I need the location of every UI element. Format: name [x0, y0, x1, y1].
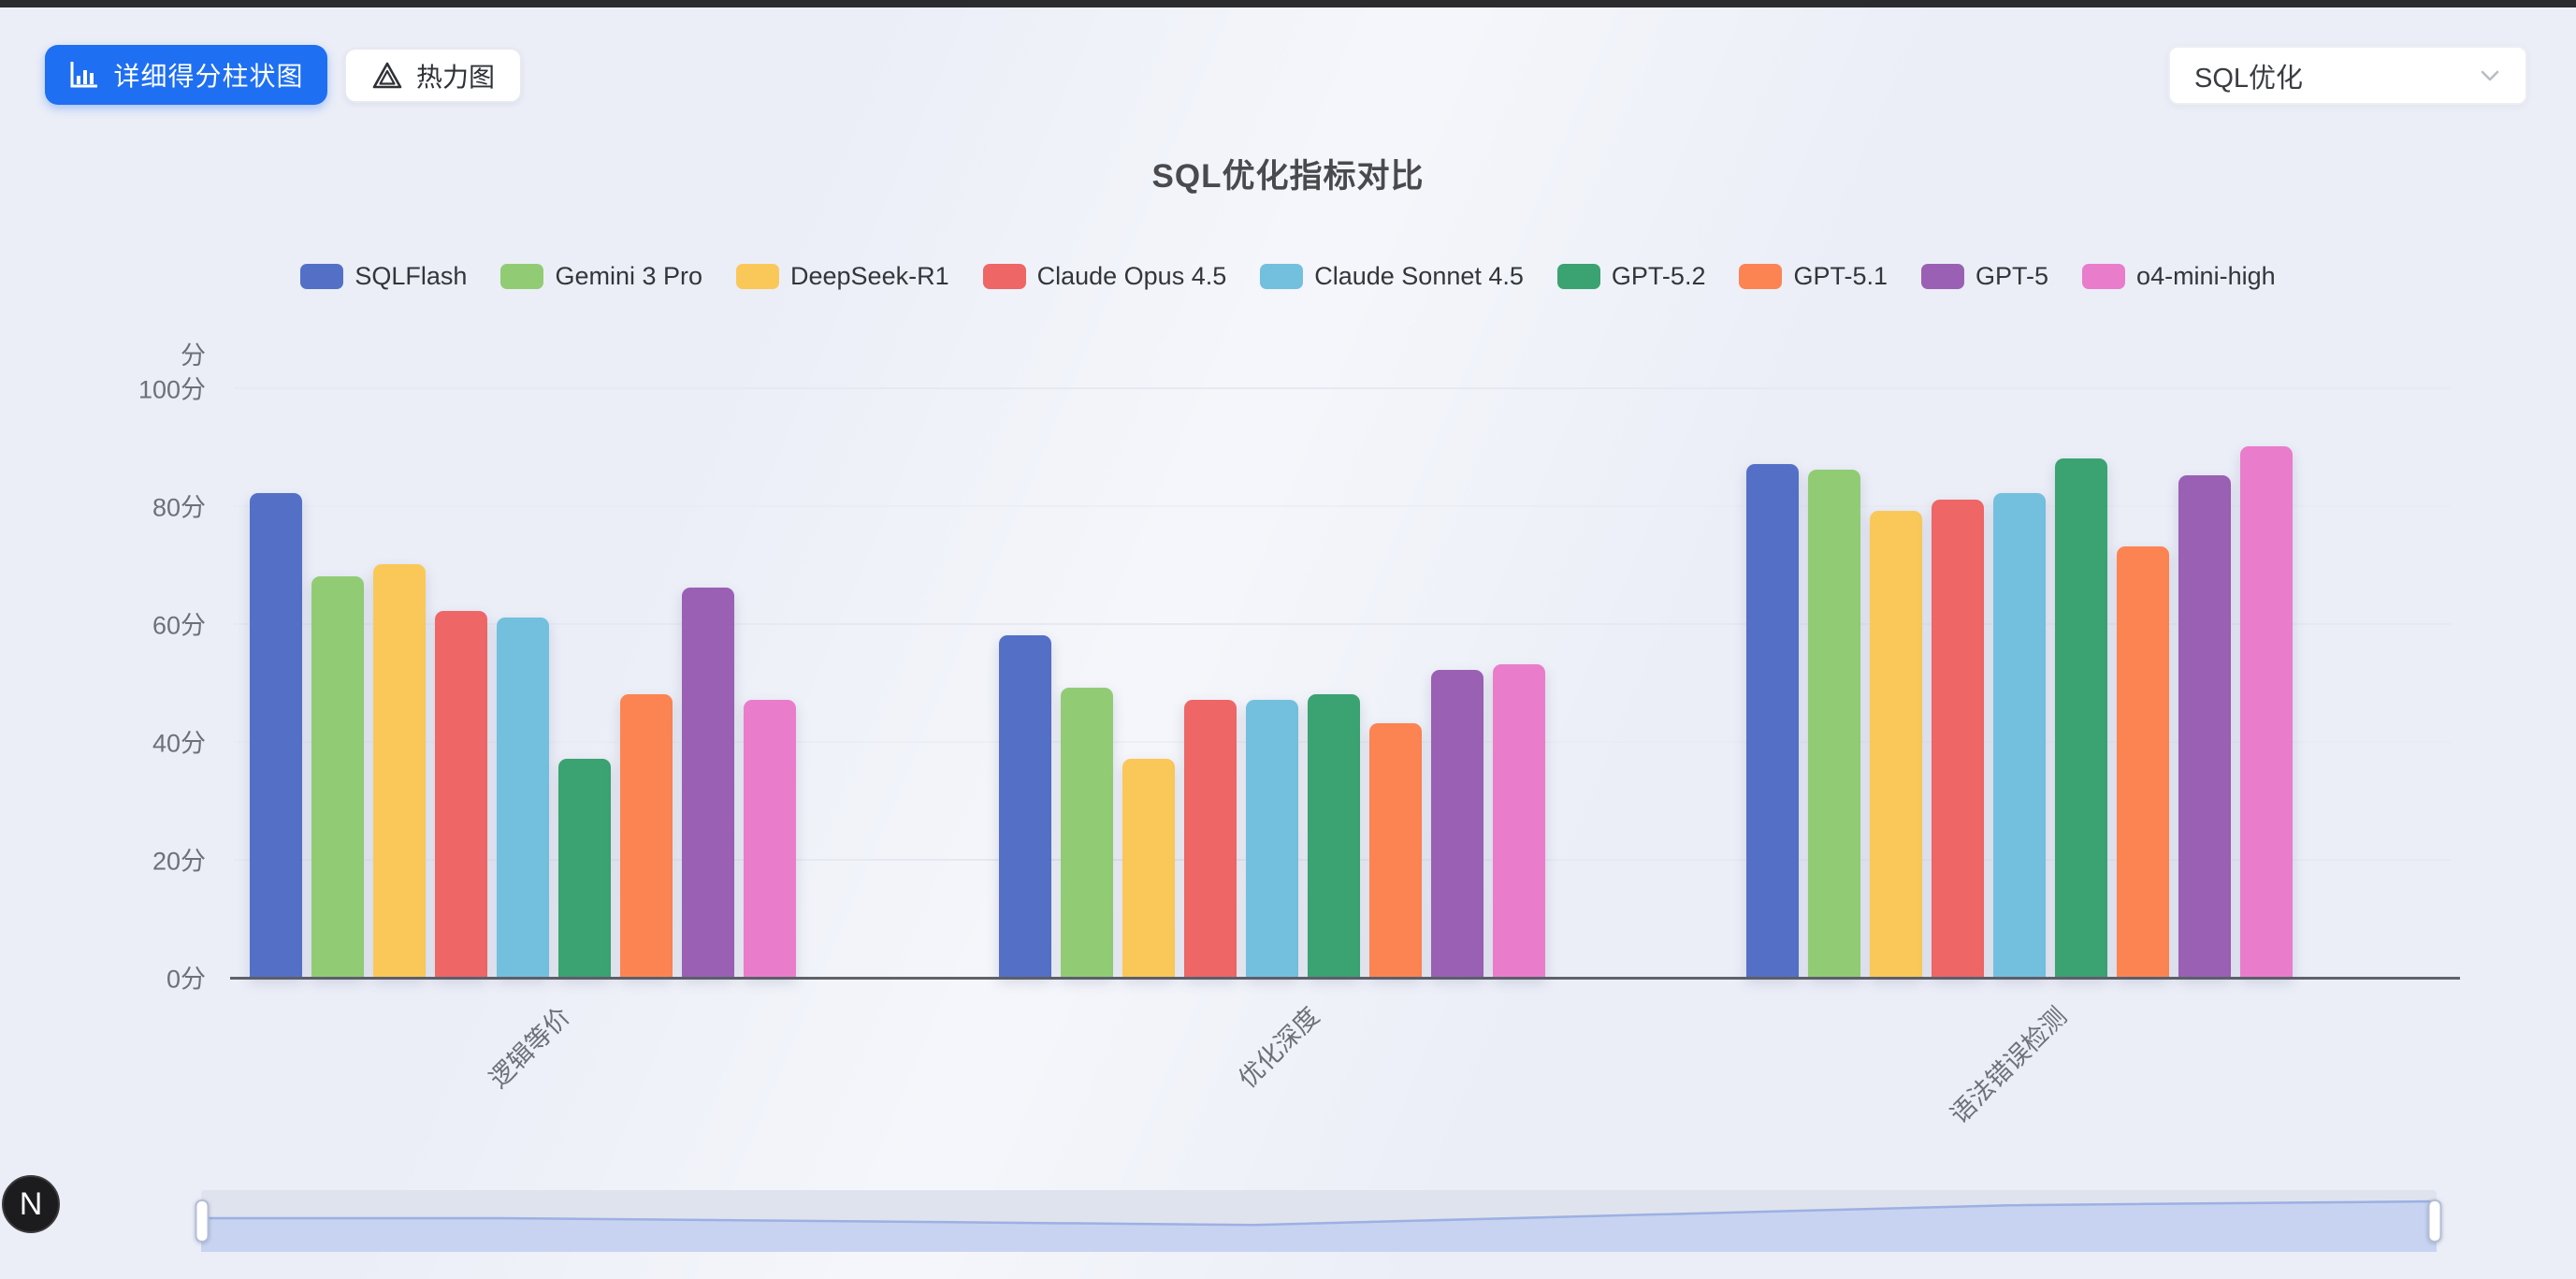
legend-label: GPT-5.1 — [1793, 262, 1889, 290]
bar-o4-mini-high-cat1[interactable] — [1493, 664, 1545, 977]
y-axis-name: 分 — [181, 342, 206, 370]
x-category-label-0: 逻辑等价 — [484, 1001, 576, 1094]
legend-item-gpt-5-2[interactable]: GPT-5.2 — [1556, 262, 1706, 291]
y-tick-label-0: 0分 — [166, 965, 206, 994]
bar-o4-mini-high-cat0[interactable] — [744, 700, 796, 977]
bar-deepseek-r1-cat2[interactable] — [1870, 511, 1922, 977]
legend-swatch — [1260, 264, 1304, 289]
bar-chart-icon — [68, 59, 100, 91]
bar-gpt-5-2-cat0[interactable] — [558, 759, 611, 977]
gridline-60 — [234, 623, 2451, 625]
legend-swatch — [2082, 264, 2126, 289]
bar-gpt-5-cat2[interactable] — [2178, 475, 2231, 977]
bar-gemini-3-pro-cat1[interactable] — [1061, 688, 1113, 977]
chart-legend: SQLFlash Gemini 3 Pro DeepSeek-R1 Claude Op… — [0, 262, 2576, 291]
heatmap-label: 热力图 — [415, 62, 495, 92]
datazoom-left-handle[interactable] — [195, 1199, 210, 1243]
y-tick-label-80: 80分 — [152, 493, 206, 522]
datazoom-shadow-area — [201, 1190, 2438, 1252]
bar-gpt-5-1-cat1[interactable] — [1369, 723, 1422, 977]
legend-label: GPT-5.2 — [1611, 262, 1706, 290]
bar-sqlflash-cat1[interactable] — [999, 635, 1051, 977]
legend-label: GPT-5 — [1975, 262, 2049, 290]
bar-sqlflash-cat0[interactable] — [250, 493, 302, 977]
pyramid-icon — [371, 60, 403, 92]
bar-gpt-5-cat1[interactable] — [1431, 670, 1483, 977]
legend-swatch — [1921, 264, 1965, 289]
legend-swatch — [736, 264, 779, 289]
metric-select[interactable]: SQL优化 — [2168, 46, 2527, 105]
metric-select-value: SQL优化 — [2194, 63, 2304, 94]
x-category-label-2: 语法错误检测 — [1945, 1001, 2073, 1129]
bar-claude-opus-4-5-cat0[interactable] — [435, 611, 487, 977]
legend-label: Claude Sonnet 4.5 — [1314, 262, 1524, 290]
bar-gpt-5-1-cat0[interactable] — [620, 694, 673, 977]
detailed-score-bar-chart-button[interactable]: 详细得分柱状图 — [45, 45, 327, 105]
chevron-down-icon — [2477, 63, 2503, 89]
bar-deepseek-r1-cat1[interactable] — [1122, 759, 1175, 977]
legend-swatch — [982, 264, 1026, 289]
legend-label: Claude Opus 4.5 — [1036, 262, 1227, 290]
bar-gpt-5-cat0[interactable] — [682, 588, 734, 977]
bar-claude-sonnet-4-5-cat0[interactable] — [497, 618, 549, 977]
bar-gemini-3-pro-cat2[interactable] — [1808, 470, 1860, 977]
bar-claude-sonnet-4-5-cat1[interactable] — [1246, 700, 1298, 977]
y-tick-label-60: 60分 — [152, 611, 206, 640]
gridline-80 — [234, 505, 2451, 507]
gridline-100 — [234, 387, 2451, 389]
legend-label: SQLFlash — [355, 262, 468, 290]
legend-item-sqlflash[interactable]: SQLFlash — [300, 262, 467, 291]
legend-swatch — [1556, 264, 1600, 289]
bar-sqlflash-cat2[interactable] — [1746, 464, 1799, 977]
legend-label: Gemini 3 Pro — [555, 262, 702, 290]
bar-gpt-5-2-cat2[interactable] — [2055, 458, 2107, 977]
x-axis-line — [230, 977, 2460, 980]
legend-item-claude-opus-4-5[interactable]: Claude Opus 4.5 — [982, 262, 1227, 291]
bar-claude-sonnet-4-5-cat2[interactable] — [1993, 493, 2046, 977]
legend-swatch — [1739, 264, 1783, 289]
chart-title: SQL优化指标对比 — [1151, 158, 1425, 195]
legend-swatch — [300, 264, 344, 289]
y-tick-label-100: 100分 — [137, 375, 206, 404]
heatmap-button[interactable]: 热力图 — [344, 48, 522, 103]
legend-label: DeepSeek-R1 — [790, 262, 949, 290]
bar-deepseek-r1-cat0[interactable] — [373, 564, 426, 977]
datazoom-right-handle[interactable] — [2427, 1199, 2442, 1243]
y-tick-label-20: 20分 — [152, 847, 206, 876]
detailed-score-bar-chart-label: 详细得分柱状图 — [113, 62, 304, 91]
bar-gemini-3-pro-cat0[interactable] — [311, 576, 364, 977]
legend-label: o4-mini-high — [2136, 262, 2276, 290]
legend-item-o4-mini-high[interactable]: o4-mini-high — [2082, 262, 2276, 291]
bar-gpt-5-2-cat1[interactable] — [1308, 694, 1360, 977]
legend-item-gemini-3-pro[interactable]: Gemini 3 Pro — [500, 262, 702, 291]
legend-item-gpt-5-1[interactable]: GPT-5.1 — [1739, 262, 1888, 291]
x-category-label-1: 优化深度 — [1233, 1001, 1325, 1094]
floating-n-badge[interactable]: N — [2, 1175, 60, 1233]
legend-item-claude-sonnet-4-5[interactable]: Claude Sonnet 4.5 — [1260, 262, 1524, 291]
y-tick-label-40: 40分 — [152, 729, 206, 758]
bar-gpt-5-1-cat2[interactable] — [2117, 546, 2169, 977]
bar-o4-mini-high-cat2[interactable] — [2240, 446, 2293, 977]
n-badge-label: N — [19, 1185, 43, 1222]
bar-claude-opus-4-5-cat2[interactable] — [1932, 500, 1984, 977]
bar-claude-opus-4-5-cat1[interactable] — [1184, 700, 1237, 977]
legend-swatch — [500, 264, 544, 289]
legend-item-deepseek-r1[interactable]: DeepSeek-R1 — [736, 262, 949, 291]
window-top-strip — [0, 0, 2576, 7]
legend-item-gpt-5[interactable]: GPT-5 — [1921, 262, 2048, 291]
datazoom-slider[interactable] — [195, 1190, 2442, 1252]
